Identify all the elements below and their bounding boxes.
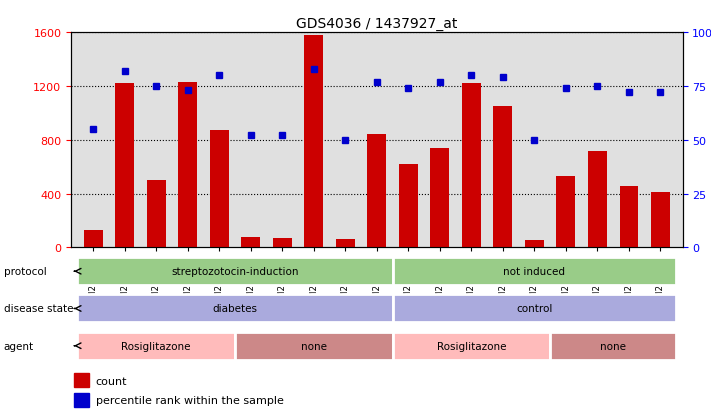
Text: none: none xyxy=(600,341,626,351)
Bar xyxy=(557,177,575,248)
Bar xyxy=(74,373,90,387)
Bar xyxy=(84,230,102,248)
Bar xyxy=(146,180,166,248)
FancyBboxPatch shape xyxy=(392,332,550,360)
Bar xyxy=(619,186,638,248)
Bar xyxy=(525,240,544,248)
Bar xyxy=(210,131,229,248)
Text: agent: agent xyxy=(4,341,33,351)
Bar xyxy=(651,192,670,248)
Bar xyxy=(178,83,197,248)
FancyBboxPatch shape xyxy=(77,295,392,323)
Text: none: none xyxy=(301,341,327,351)
FancyBboxPatch shape xyxy=(392,258,676,285)
Bar xyxy=(241,237,260,248)
FancyBboxPatch shape xyxy=(550,332,676,360)
Bar xyxy=(493,107,513,248)
Text: disease state: disease state xyxy=(4,304,73,314)
Text: streptozotocin-induction: streptozotocin-induction xyxy=(171,266,299,277)
Bar xyxy=(115,84,134,248)
Bar xyxy=(399,165,418,248)
FancyBboxPatch shape xyxy=(77,258,392,285)
Text: count: count xyxy=(95,376,127,386)
Bar xyxy=(430,148,449,248)
Text: control: control xyxy=(516,304,552,314)
Title: GDS4036 / 1437927_at: GDS4036 / 1437927_at xyxy=(296,17,457,31)
Text: percentile rank within the sample: percentile rank within the sample xyxy=(95,395,284,405)
Text: not induced: not induced xyxy=(503,266,565,277)
Bar xyxy=(304,36,324,248)
Bar xyxy=(368,135,386,248)
Text: protocol: protocol xyxy=(4,266,46,277)
Text: Rosiglitazone: Rosiglitazone xyxy=(122,341,191,351)
Text: diabetes: diabetes xyxy=(213,304,257,314)
FancyBboxPatch shape xyxy=(235,332,392,360)
Text: Rosiglitazone: Rosiglitazone xyxy=(437,341,506,351)
Bar xyxy=(74,393,90,407)
Bar xyxy=(462,84,481,248)
Bar xyxy=(273,238,292,248)
FancyBboxPatch shape xyxy=(392,295,676,323)
FancyBboxPatch shape xyxy=(77,332,235,360)
Bar xyxy=(336,240,355,248)
Bar xyxy=(588,151,607,248)
